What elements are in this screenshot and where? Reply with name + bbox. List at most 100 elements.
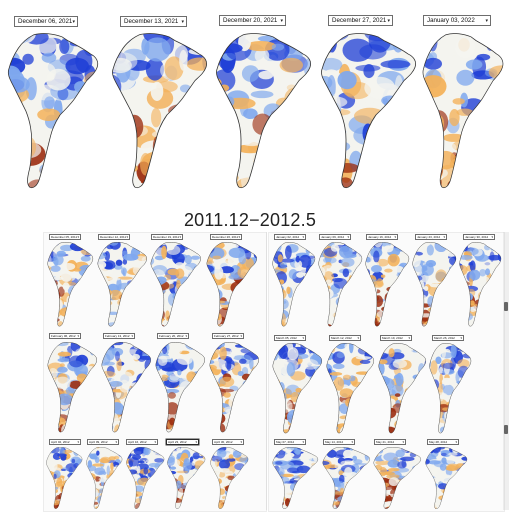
anomaly-patch bbox=[316, 375, 322, 382]
anomaly-patch bbox=[362, 123, 374, 143]
week-select-5[interactable]: January 03, 2022 ▾ bbox=[423, 15, 491, 26]
anomaly-patch bbox=[428, 460, 441, 465]
select-2012-02-06[interactable]: February 06, 2012 ▾ bbox=[49, 333, 81, 339]
week-select-3[interactable]: December 20, 2021 ▾ bbox=[219, 15, 286, 26]
anomaly-patch bbox=[405, 271, 409, 279]
anomaly-patch bbox=[438, 471, 444, 476]
anomaly-patch bbox=[365, 302, 377, 312]
anomaly-patch bbox=[355, 497, 366, 503]
anomaly-patch bbox=[78, 478, 82, 487]
anomaly-patch bbox=[98, 447, 110, 453]
select-2012-03-05[interactable]: March 05, 2012 ▾ bbox=[274, 335, 306, 341]
select-2012-04-23[interactable]: April 23, 2012 ▾ bbox=[166, 439, 199, 445]
select-2012-01-02[interactable]: January 02, 2012 ▾ bbox=[274, 234, 306, 240]
south-america-map bbox=[101, 342, 152, 433]
week-select-4[interactable]: December 27, 2021 ▾ bbox=[328, 15, 393, 26]
anomaly-patch bbox=[299, 147, 311, 155]
anomaly-patch bbox=[485, 268, 491, 276]
anomaly-patch bbox=[121, 306, 129, 312]
select-2012-01-16[interactable]: January 16, 2012 ▾ bbox=[366, 234, 398, 240]
anomaly-patch bbox=[425, 486, 432, 490]
anomaly-patch bbox=[190, 501, 201, 509]
anomaly-patch bbox=[321, 109, 326, 116]
anomaly-patch bbox=[272, 302, 283, 314]
anomaly-patch bbox=[350, 397, 366, 403]
anomaly-patch bbox=[143, 376, 151, 389]
select-2012-04-30[interactable]: April 30, 2012 ▾ bbox=[212, 439, 244, 445]
select-2012-01-09[interactable]: January 09, 2012 ▾ bbox=[319, 234, 351, 240]
anomaly-patch bbox=[141, 424, 151, 433]
select-2012-03-12[interactable]: March 12, 2012 ▾ bbox=[329, 335, 361, 341]
anomaly-patch bbox=[237, 302, 253, 315]
anomaly-patch bbox=[143, 416, 148, 431]
select-2012-02-13[interactable]: February 13, 2012 ▾ bbox=[103, 333, 135, 339]
anomaly-patch bbox=[277, 505, 283, 509]
select-2012-01-30[interactable]: January 30, 2012 ▾ bbox=[463, 234, 495, 240]
anomaly-patch bbox=[82, 135, 98, 149]
select-2011-12-12[interactable]: December 12, 2011 ▾ bbox=[98, 234, 130, 240]
anomaly-patch bbox=[415, 504, 421, 509]
scrollbar-thumb[interactable] bbox=[504, 425, 508, 434]
select-2012-02-20[interactable]: February 20, 2012 ▾ bbox=[157, 333, 189, 339]
anomaly-patch bbox=[183, 281, 192, 290]
scrollbar-track[interactable] bbox=[503, 232, 509, 510]
anomaly-patch bbox=[96, 450, 100, 456]
anomaly-patch bbox=[413, 400, 420, 407]
select-2012-03-19[interactable]: March 19, 2012 ▾ bbox=[380, 335, 412, 341]
scrollbar-thumb[interactable] bbox=[504, 302, 508, 311]
anomaly-patch bbox=[290, 426, 307, 434]
anomaly-patch bbox=[78, 392, 84, 405]
select-2011-12-05[interactable]: December 05, 2011 ▾ bbox=[49, 234, 81, 240]
select-2012-05-07[interactable]: May 07, 2012 ▾ bbox=[274, 439, 306, 445]
anomaly-patch bbox=[8, 101, 9, 119]
south-america-map bbox=[318, 242, 363, 327]
anomaly-patch bbox=[442, 133, 465, 142]
select-2012-02-27[interactable]: February 27, 2012 ▾ bbox=[212, 333, 244, 339]
anomaly-patch bbox=[304, 415, 314, 430]
anomaly-patch bbox=[201, 488, 206, 493]
anomaly-patch bbox=[422, 138, 433, 161]
select-2012-04-09[interactable]: April 09, 2012 ▾ bbox=[87, 439, 119, 445]
anomaly-patch bbox=[106, 277, 121, 281]
select-2012-05-21[interactable]: May 21, 2012 ▾ bbox=[374, 439, 406, 445]
anomaly-patch bbox=[112, 128, 135, 139]
anomaly-patch bbox=[249, 357, 254, 370]
anomaly-patch bbox=[175, 268, 185, 279]
anomaly-patch bbox=[459, 248, 462, 252]
anomaly-patch bbox=[233, 504, 246, 509]
anomaly-patch bbox=[306, 288, 315, 300]
select-2012-04-02[interactable]: April 02, 2012 ▾ bbox=[49, 439, 81, 445]
anomaly-patch bbox=[397, 494, 406, 498]
anomaly-patch bbox=[312, 319, 315, 324]
anomaly-patch bbox=[321, 57, 343, 72]
anomaly-patch bbox=[295, 307, 301, 320]
select-2011-12-19[interactable]: December 19, 2011 ▾ bbox=[151, 234, 183, 240]
anomaly-patch bbox=[403, 91, 416, 100]
week-select-2[interactable]: December 13, 2021 ▾ bbox=[120, 16, 187, 27]
week-select-1[interactable]: December 06, 2021 ▾ bbox=[14, 16, 78, 27]
select-2012-03-26[interactable]: March 26, 2012 ▾ bbox=[432, 335, 464, 341]
anomaly-patch bbox=[326, 425, 336, 431]
anomaly-patch bbox=[44, 96, 56, 109]
select-2012-04-16[interactable]: April 16, 2012 ▾ bbox=[126, 439, 158, 445]
select-2011-12-26[interactable]: December 26, 2011 ▾ bbox=[210, 234, 242, 240]
anomaly-patch bbox=[429, 403, 437, 413]
anomaly-patch bbox=[496, 299, 501, 306]
anomaly-patch bbox=[188, 384, 199, 392]
anomaly-patch bbox=[209, 342, 216, 350]
select-2012-01-23[interactable]: January 23, 2012 ▾ bbox=[415, 234, 447, 240]
anomaly-patch bbox=[452, 98, 465, 105]
anomaly-patch bbox=[295, 387, 302, 393]
anomaly-patch bbox=[65, 130, 81, 138]
anomaly-patch bbox=[51, 309, 57, 323]
anomaly-patch bbox=[101, 409, 114, 416]
select-2012-05-14[interactable]: May 14, 2012 ▾ bbox=[323, 439, 355, 445]
anomaly-patch bbox=[176, 295, 186, 305]
anomaly-patch bbox=[175, 460, 181, 466]
anomaly-patch bbox=[449, 490, 461, 494]
anomaly-patch bbox=[249, 368, 259, 376]
anomaly-patch bbox=[302, 33, 311, 43]
select-2012-05-28[interactable]: May 28, 2012 ▾ bbox=[427, 439, 459, 445]
anomaly-patch bbox=[458, 488, 467, 494]
anomaly-patch bbox=[122, 258, 128, 265]
